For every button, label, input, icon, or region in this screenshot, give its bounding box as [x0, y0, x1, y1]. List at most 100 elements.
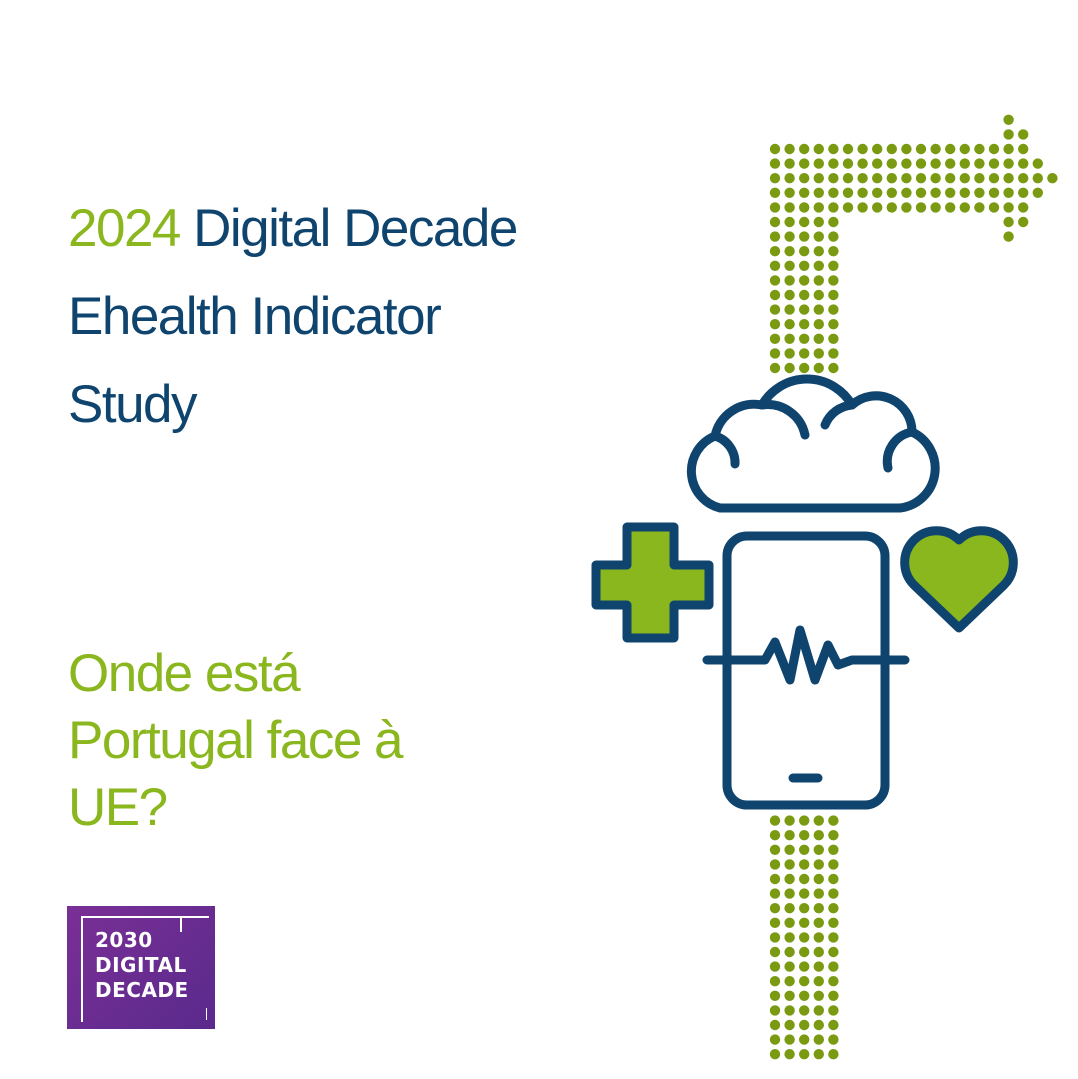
arrow-dot	[784, 859, 795, 870]
arrow-dot	[915, 187, 927, 198]
arrow-dot	[872, 173, 883, 184]
arrow-dot	[828, 961, 839, 972]
arrow-dot	[813, 873, 824, 885]
arrow-dot	[769, 1019, 781, 1031]
arrow-dot	[886, 202, 897, 213]
arrow-dot	[1018, 158, 1029, 169]
arrow-dot	[828, 932, 839, 943]
arrow-dot	[813, 903, 824, 914]
arrow-dot	[813, 246, 824, 257]
arrow-dot	[799, 260, 810, 271]
arrow-dot	[769, 1005, 781, 1016]
arrow-dot	[769, 216, 781, 228]
arrow-dot	[799, 946, 810, 958]
arrow-dot	[784, 1034, 795, 1045]
arrow-dot	[988, 173, 1000, 184]
arrow-dot	[945, 202, 956, 213]
arrow-dot	[828, 888, 839, 899]
arrow-dot	[842, 202, 854, 213]
arrow-dot	[974, 187, 985, 198]
arrow-dot	[901, 173, 912, 184]
arrow-dot	[769, 873, 781, 885]
arrow-dot	[813, 917, 824, 928]
arrow-dot	[799, 333, 810, 344]
arrow-dot	[842, 158, 854, 169]
arrow-dot	[813, 275, 824, 286]
arrow-dot	[813, 976, 824, 987]
arrow-dot	[769, 830, 781, 841]
arrow-dot	[886, 158, 897, 169]
heart-icon	[900, 526, 1018, 633]
logo-line2: DIGITAL	[95, 953, 187, 977]
arrow-dot	[813, 333, 824, 344]
arrow-dot	[828, 946, 839, 958]
arrow-dot	[915, 158, 927, 169]
arrow-dot	[828, 830, 839, 841]
arrow-dot	[769, 815, 781, 826]
arrow-dot	[1003, 202, 1014, 213]
arrow-dot	[988, 202, 1000, 213]
arrow-dot	[959, 143, 970, 155]
arrow-dot	[988, 143, 1000, 155]
arrow-dot	[813, 990, 824, 1001]
arrow-dot	[769, 917, 781, 928]
arrow-dot	[769, 932, 781, 943]
arrow-dot	[769, 187, 781, 198]
arrow-dot	[784, 231, 795, 242]
arrow-dot	[828, 1005, 839, 1016]
arrow-dot	[769, 903, 781, 914]
title-year: 2024	[68, 199, 181, 258]
arrow-dot	[769, 1034, 781, 1045]
arrow-dot	[784, 990, 795, 1001]
arrow-dot	[784, 275, 795, 286]
arrow-dot	[842, 187, 854, 198]
arrow-dot	[799, 903, 810, 914]
arrow-dot	[828, 143, 839, 155]
arrow-dot	[769, 946, 781, 958]
arrow-dot	[799, 1034, 810, 1045]
arrow-dot	[915, 143, 927, 155]
arrow-dot	[872, 187, 883, 198]
arrow-dot	[799, 990, 810, 1001]
arrow-dot	[769, 143, 781, 155]
arrow-dot	[959, 173, 970, 184]
arrow-dot	[799, 844, 810, 855]
arrow-dot	[828, 173, 839, 184]
arrow-dot	[799, 202, 810, 213]
arrow-dot	[828, 1034, 839, 1045]
arrow-dot	[1018, 187, 1029, 198]
arrow-dot	[784, 362, 795, 374]
arrow-dot	[813, 859, 824, 870]
title-line3: Study	[68, 375, 198, 434]
arrow-dot	[813, 158, 824, 169]
arrow-dot	[857, 202, 868, 213]
arrow-dot	[784, 844, 795, 855]
subtitle-line1: Onde está	[68, 644, 301, 703]
arrow-dot	[930, 158, 941, 169]
arrow-dot	[784, 946, 795, 958]
arrow-dot	[799, 917, 810, 928]
arrow-dot	[813, 815, 824, 826]
arrow-dot	[799, 143, 810, 155]
arrow-dot	[813, 187, 824, 198]
cloud-icon	[686, 374, 940, 513]
arrow-dot	[959, 202, 970, 213]
arrow-dot	[886, 187, 897, 198]
logo-corner	[81, 916, 207, 1020]
arrow-dot	[799, 319, 810, 330]
arrow-dot	[974, 158, 985, 169]
arrow-dot	[828, 917, 839, 928]
arrow-dot	[784, 158, 795, 169]
arrow-dot	[828, 260, 839, 271]
arrow-dot	[828, 844, 839, 855]
arrow-dot	[1018, 143, 1029, 155]
arrow-dot	[813, 319, 824, 330]
arrow-dot	[1003, 129, 1014, 140]
arrow-dot	[799, 932, 810, 943]
arrow-dot	[799, 859, 810, 870]
page-title: 2024 Digital Decade Ehealth Indicator St…	[68, 185, 518, 449]
arrow-dot	[901, 158, 912, 169]
arrow-dot	[769, 246, 781, 257]
arrow-dot	[828, 1049, 839, 1060]
